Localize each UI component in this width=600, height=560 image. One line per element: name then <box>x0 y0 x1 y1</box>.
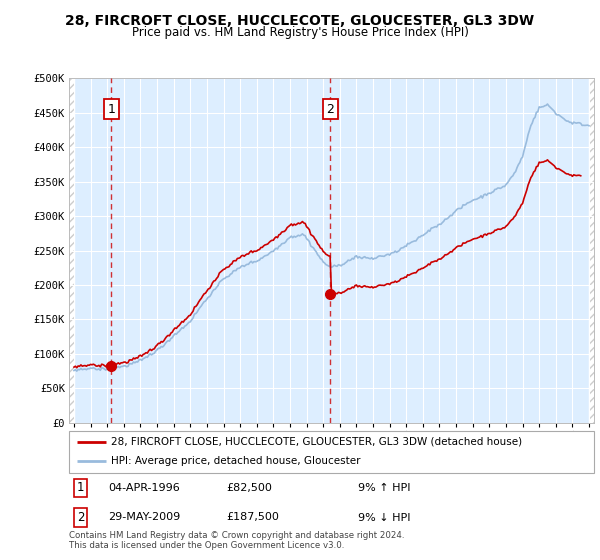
Text: 28, FIRCROFT CLOSE, HUCCLECOTE, GLOUCESTER, GL3 3DW: 28, FIRCROFT CLOSE, HUCCLECOTE, GLOUCEST… <box>65 14 535 28</box>
Text: 2: 2 <box>326 103 334 116</box>
Text: 2: 2 <box>77 511 84 524</box>
Text: 04-APR-1996: 04-APR-1996 <box>109 483 180 493</box>
Text: HPI: Average price, detached house, Gloucester: HPI: Average price, detached house, Glou… <box>111 456 361 466</box>
Text: 9% ↓ HPI: 9% ↓ HPI <box>358 512 410 522</box>
Bar <box>69 78 74 423</box>
Bar <box>589 78 594 423</box>
Text: 1: 1 <box>77 481 84 494</box>
Text: £82,500: £82,500 <box>227 483 272 493</box>
FancyBboxPatch shape <box>69 431 594 473</box>
Text: Price paid vs. HM Land Registry's House Price Index (HPI): Price paid vs. HM Land Registry's House … <box>131 26 469 39</box>
Bar <box>69 78 74 423</box>
Text: 9% ↑ HPI: 9% ↑ HPI <box>358 483 410 493</box>
Text: 29-MAY-2009: 29-MAY-2009 <box>109 512 181 522</box>
Text: 28, FIRCROFT CLOSE, HUCCLECOTE, GLOUCESTER, GL3 3DW (detached house): 28, FIRCROFT CLOSE, HUCCLECOTE, GLOUCEST… <box>111 437 522 447</box>
Text: 1: 1 <box>107 103 115 116</box>
Bar <box>589 78 594 423</box>
Text: £187,500: £187,500 <box>227 512 280 522</box>
Text: Contains HM Land Registry data © Crown copyright and database right 2024.
This d: Contains HM Land Registry data © Crown c… <box>69 530 404 550</box>
